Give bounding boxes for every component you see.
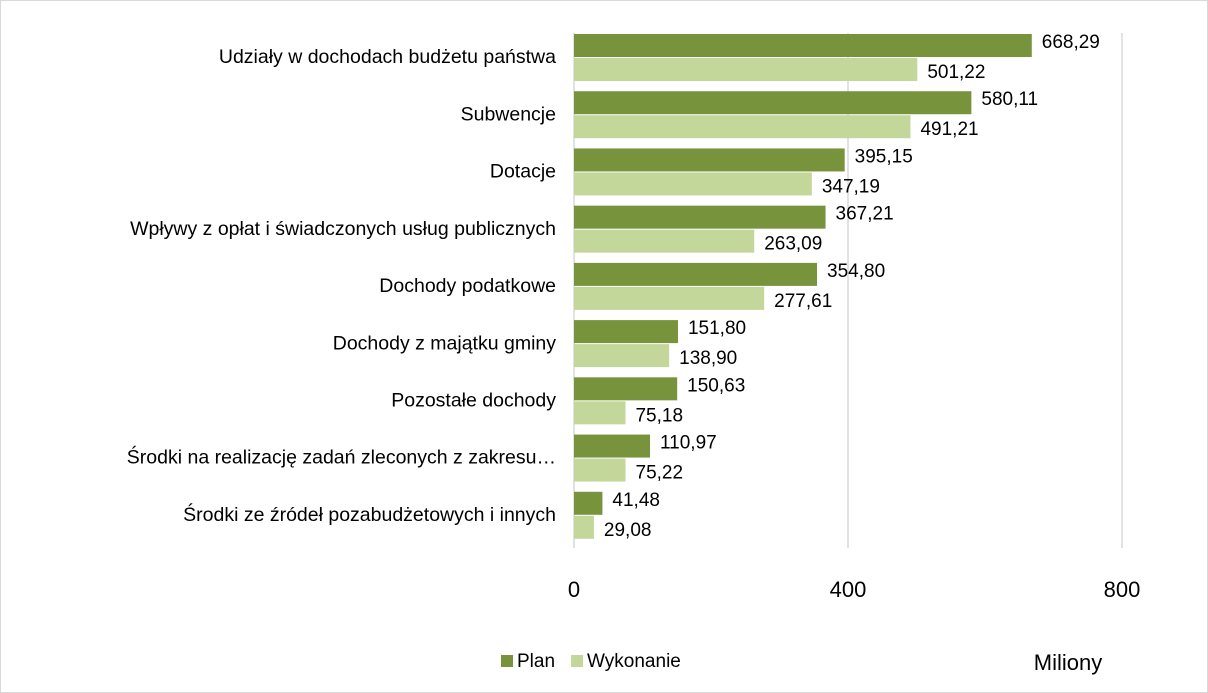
bar bbox=[574, 148, 845, 172]
bar bbox=[574, 172, 812, 196]
y-tick-label: Dochody z majątku gminy bbox=[333, 332, 557, 354]
y-tick-label: Środki ze źródeł pozabudżetowych i innyc… bbox=[183, 502, 556, 526]
value-label: 367,21 bbox=[836, 204, 894, 225]
legend-label: Plan bbox=[517, 651, 555, 672]
y-tick-label: Subwencje bbox=[461, 103, 556, 125]
bar bbox=[574, 286, 765, 310]
value-label: 354,80 bbox=[827, 261, 885, 282]
x-tick-label: 0 bbox=[568, 577, 580, 602]
value-label: 263,09 bbox=[764, 234, 822, 255]
bar bbox=[574, 58, 918, 81]
value-label: 277,61 bbox=[774, 291, 832, 312]
value-label: 580,11 bbox=[981, 89, 1038, 110]
bar bbox=[574, 229, 755, 253]
bar bbox=[574, 262, 818, 286]
value-label: 668,29 bbox=[1042, 32, 1100, 53]
value-label: 395,15 bbox=[855, 146, 913, 167]
bar bbox=[574, 491, 603, 515]
value-label: 41,48 bbox=[612, 490, 660, 511]
bar bbox=[574, 344, 670, 368]
y-tick-label: Dotacje bbox=[490, 161, 556, 183]
y-tick-label: Wpływy z opłat i świadczonych usług publ… bbox=[130, 218, 556, 240]
bar bbox=[574, 434, 651, 458]
bar bbox=[574, 320, 678, 344]
value-label: 501,22 bbox=[927, 62, 985, 83]
y-tick-label: Udziały w dochodach budżetu państwa bbox=[219, 46, 556, 68]
value-label: 29,08 bbox=[604, 520, 652, 541]
bar bbox=[574, 377, 678, 401]
legend-swatch bbox=[571, 655, 584, 667]
legend-swatch bbox=[501, 655, 513, 667]
bar bbox=[574, 401, 626, 425]
value-label: 75,22 bbox=[636, 463, 684, 484]
x-tick-label: 400 bbox=[830, 577, 867, 602]
bar bbox=[574, 115, 911, 139]
y-tick-label: Środki na realizację zadań zleconych z z… bbox=[127, 445, 556, 469]
bar bbox=[574, 91, 972, 115]
bar bbox=[574, 205, 826, 229]
legend-label: Wykonanie bbox=[587, 651, 681, 672]
x-axis-label: Miliony bbox=[1034, 650, 1102, 675]
value-label: 138,90 bbox=[679, 348, 737, 369]
value-label: 110,97 bbox=[660, 433, 717, 454]
y-tick-label: Dochody podatkowe bbox=[379, 275, 556, 297]
value-label: 151,80 bbox=[688, 318, 746, 339]
value-label: 75,18 bbox=[635, 405, 683, 426]
value-label: 150,63 bbox=[687, 375, 745, 396]
value-label: 347,19 bbox=[822, 176, 880, 197]
x-tick-label: 800 bbox=[1104, 577, 1141, 602]
bar bbox=[574, 34, 1032, 57]
bar bbox=[574, 458, 626, 482]
y-tick-label: Pozostałe dochody bbox=[391, 389, 556, 411]
value-label: 491,21 bbox=[920, 119, 978, 140]
bar bbox=[574, 515, 594, 539]
